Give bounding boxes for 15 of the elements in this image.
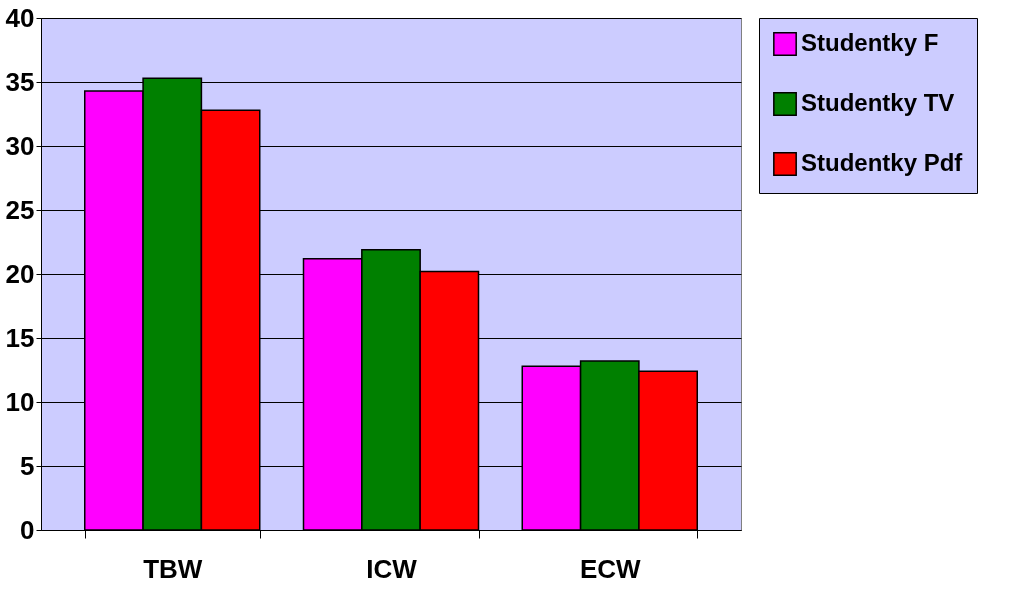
y-tick-label: 5 <box>20 450 35 481</box>
y-tick-label: 35 <box>5 66 35 97</box>
y-tick-label: 0 <box>20 514 35 545</box>
y-tick-label: 15 <box>5 322 35 353</box>
legend-label: Studentky TV <box>801 89 955 116</box>
x-tick-label: ICW <box>366 553 418 584</box>
y-tick-label: 10 <box>5 386 35 417</box>
x-tick-label: TBW <box>143 553 203 584</box>
y-tick-label: 40 <box>5 2 35 33</box>
legend-label: Studentky F <box>801 29 939 56</box>
y-tick-label: 30 <box>5 130 35 161</box>
y-tick-label: 25 <box>5 194 35 225</box>
legend-label: Studentky Pdf <box>801 149 964 176</box>
y-tick-label: 20 <box>5 258 35 289</box>
x-tick-label: ECW <box>579 553 642 584</box>
